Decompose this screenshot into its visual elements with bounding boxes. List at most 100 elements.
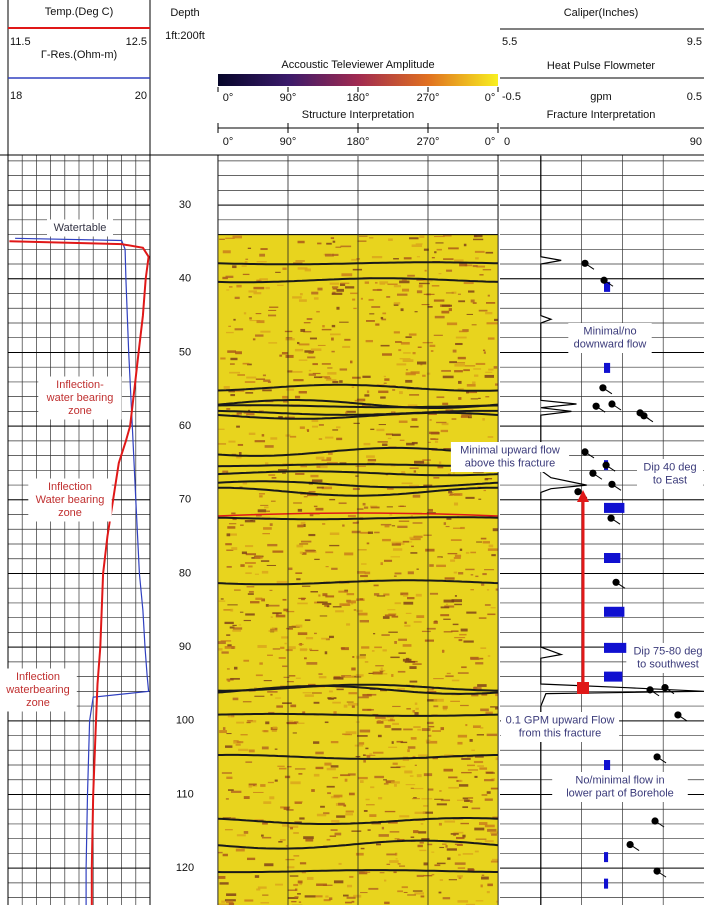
image-speckle xyxy=(339,322,348,323)
image-speckle xyxy=(340,368,347,370)
image-speckle xyxy=(334,795,343,798)
image-speckle xyxy=(366,320,375,322)
image-speckle xyxy=(458,867,465,869)
image-speckle xyxy=(317,814,326,817)
image-speckle xyxy=(298,644,303,645)
image-speckle xyxy=(358,777,367,779)
image-speckle xyxy=(362,694,371,696)
image-speckle xyxy=(344,552,353,555)
image-speckle xyxy=(486,772,495,773)
image-speckle xyxy=(295,473,304,475)
image-speckle xyxy=(391,674,393,677)
image-speckle xyxy=(496,588,507,590)
image-speckle xyxy=(449,495,453,496)
image-speckle xyxy=(414,892,424,894)
image-speckle xyxy=(453,350,457,353)
image-speckle xyxy=(339,863,342,865)
image-speckle xyxy=(468,290,474,292)
image-speckle xyxy=(365,755,375,756)
image-speckle xyxy=(347,885,352,888)
image-speckle xyxy=(307,356,315,358)
image-speckle xyxy=(393,871,396,873)
angle-tick-label: 90° xyxy=(280,136,297,148)
image-speckle xyxy=(255,875,259,878)
image-speckle xyxy=(379,281,388,283)
image-speckle xyxy=(414,461,424,464)
image-speckle xyxy=(483,350,485,352)
image-speckle xyxy=(322,325,324,327)
image-speckle xyxy=(467,314,473,315)
image-speckle xyxy=(303,836,314,839)
image-speckle xyxy=(297,545,304,548)
image-speckle xyxy=(241,734,248,735)
image-speckle xyxy=(229,372,240,374)
image-speckle xyxy=(471,398,478,399)
image-speckle xyxy=(306,662,317,665)
image-speckle xyxy=(471,750,475,751)
image-speckle xyxy=(322,593,327,596)
image-speckle xyxy=(442,650,445,652)
image-speckle xyxy=(368,459,376,461)
image-speckle xyxy=(481,584,484,586)
image-speckle xyxy=(365,281,369,283)
image-speckle xyxy=(463,797,468,799)
image-speckle xyxy=(356,656,366,659)
image-speckle xyxy=(249,296,252,297)
image-speckle xyxy=(488,369,493,371)
image-speckle xyxy=(279,768,286,770)
image-speckle xyxy=(303,692,312,693)
image-speckle xyxy=(404,625,410,627)
image-speckle xyxy=(322,363,331,364)
image-speckle xyxy=(293,832,299,833)
image-speckle xyxy=(309,373,316,375)
image-speckle xyxy=(381,317,383,319)
image-speckle xyxy=(307,318,313,320)
depth-scale: 1ft:200ft xyxy=(165,30,205,42)
image-speckle xyxy=(381,668,383,671)
image-speckle xyxy=(432,285,439,287)
image-speckle xyxy=(422,375,425,377)
image-speckle xyxy=(275,780,278,782)
image-speckle xyxy=(446,270,452,272)
image-speckle xyxy=(286,649,293,651)
image-speckle xyxy=(295,260,304,261)
image-speckle xyxy=(460,823,469,824)
image-speckle xyxy=(416,243,423,244)
image-speckle xyxy=(391,542,401,543)
image-speckle xyxy=(397,363,407,365)
image-speckle xyxy=(354,609,356,610)
image-speckle xyxy=(330,835,336,836)
image-speckle xyxy=(369,814,376,817)
flow-bar xyxy=(604,607,624,617)
image-speckle xyxy=(289,675,295,676)
image-speckle xyxy=(259,662,262,664)
image-speckle xyxy=(458,357,466,359)
image-speckle xyxy=(482,875,485,876)
image-speckle xyxy=(285,776,290,778)
image-speckle xyxy=(245,381,255,383)
image-speckle xyxy=(292,296,302,298)
image-speckle xyxy=(361,563,366,564)
image-speckle xyxy=(489,545,494,548)
image-speckle xyxy=(435,316,445,318)
image-speckle xyxy=(243,363,250,365)
image-speckle xyxy=(400,440,405,441)
image-speckle xyxy=(271,501,276,502)
image-speckle xyxy=(365,872,370,873)
image-speckle xyxy=(319,676,327,678)
image-speckle xyxy=(346,623,350,625)
image-speckle xyxy=(364,507,368,509)
image-speckle xyxy=(322,523,325,525)
image-speckle xyxy=(234,590,241,591)
image-speckle xyxy=(309,649,312,650)
image-speckle xyxy=(388,238,393,241)
image-speckle xyxy=(256,280,260,282)
image-speckle xyxy=(277,766,284,767)
image-speckle xyxy=(244,796,250,799)
image-speckle xyxy=(455,862,466,864)
image-speckle xyxy=(248,290,256,292)
image-speckle xyxy=(473,302,477,304)
image-speckle xyxy=(263,730,268,732)
image-speckle xyxy=(268,474,275,476)
image-speckle xyxy=(348,773,356,775)
